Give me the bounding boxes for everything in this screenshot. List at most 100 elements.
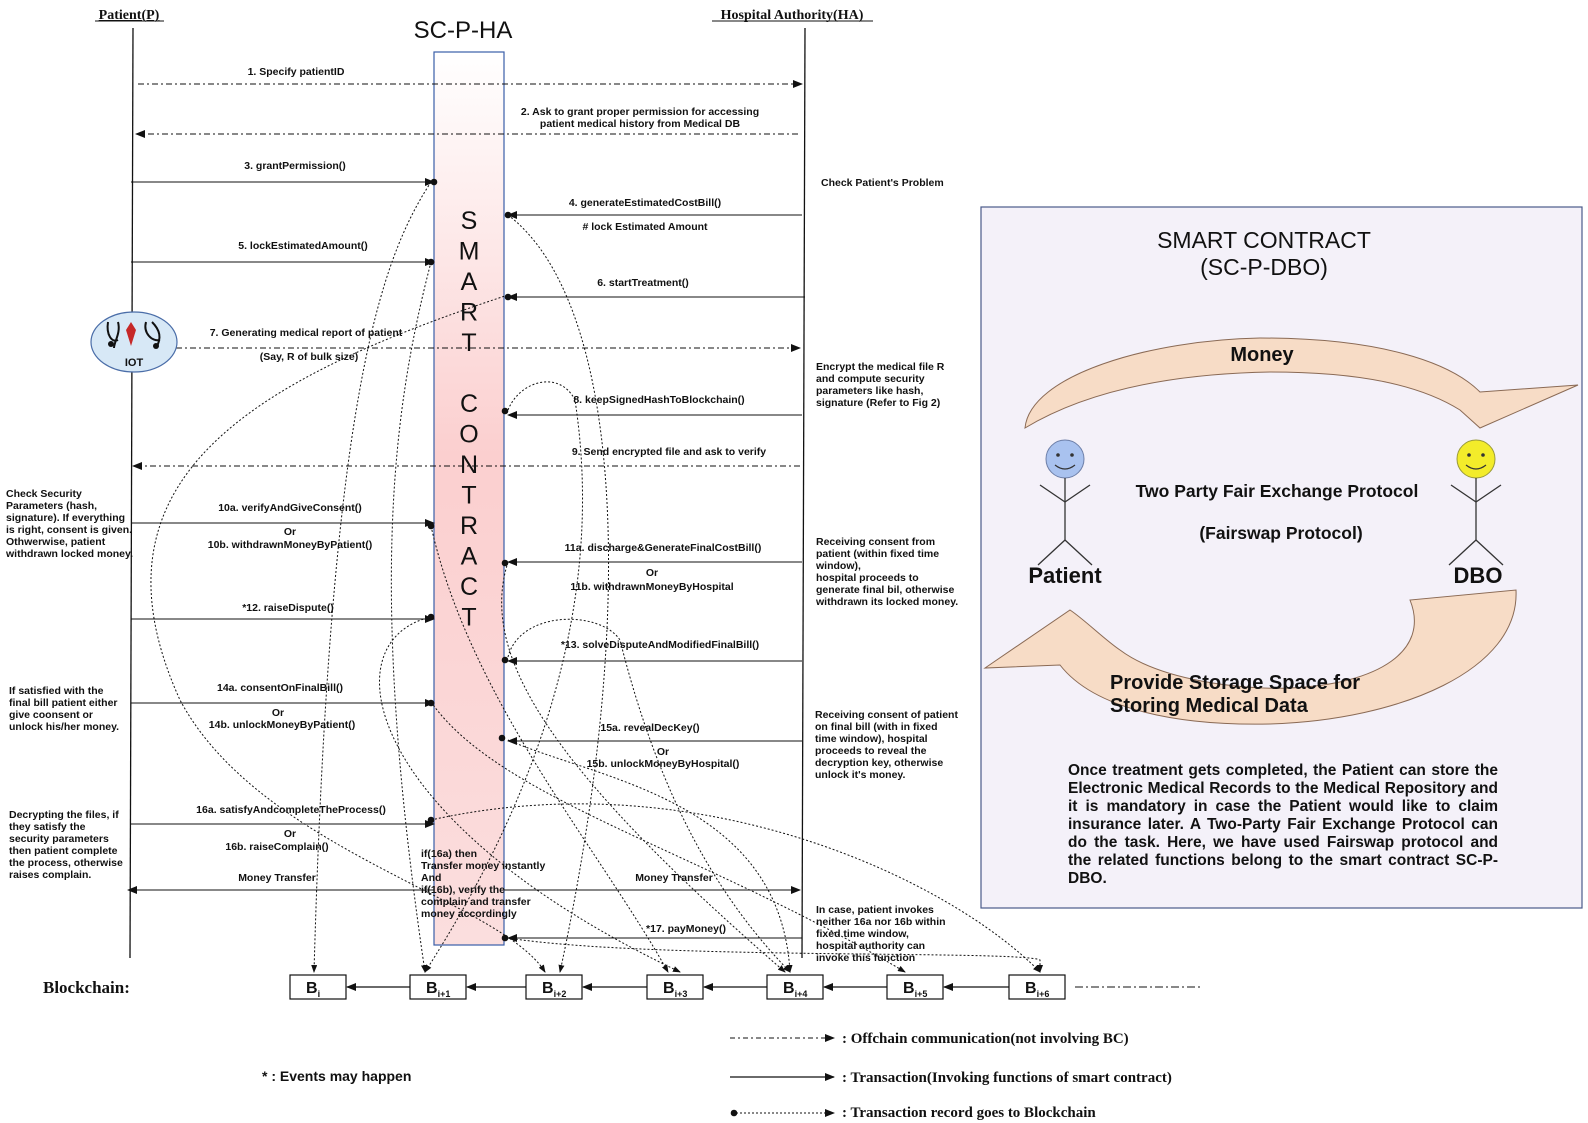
money-label: Money [1230,344,1294,366]
check-problem-note: Check Patient's Problem [821,177,944,189]
note-line: hospital authority can [816,940,925,952]
patient-lifeline [129,27,134,959]
hospital-header: Hospital Authority(HA) [721,8,864,23]
block-label: Bi+4 [783,980,807,999]
sc-p-dbo-panel-box [980,206,1583,909]
contract-dots [427,178,512,942]
blockchain-block: Bi+3 [646,974,704,1000]
msg4-label: 4. generateEstimatedCostBill() [569,197,721,209]
contract-letter: A [461,268,478,296]
contract-letter: T [461,482,476,510]
contract-letter: O [459,421,478,449]
msg10a-label: 10a. verifyAndGiveConsent() [218,502,362,514]
note-line: proceeds to reveal the [815,745,927,757]
msg12-label: *12. raiseDispute() [242,602,334,614]
msg7-note: (Say, R of bulk size) [260,351,358,363]
msg11a-label: 11a. discharge&GenerateFinalCostBill() [565,542,762,554]
note-line: Receiving consent from [816,536,935,548]
contract-letter: A [461,543,478,571]
blockchain-block: Bi [289,974,347,1000]
note-line: patient (within fixed time [816,548,939,560]
note-line: the process, otherwise [9,857,123,869]
blockchain-block: Bi+2 [525,974,583,1000]
dbo-description-paragraph: Once treatment gets completed, the Patie… [1068,762,1498,887]
note-line: Parameters (hash, [6,500,97,512]
msg14-or: Or [272,707,284,719]
block-label: Bi+3 [663,980,687,999]
money-transfer-left-label: Money Transfer [238,872,316,884]
sc-p-dbo-panel: SMART CONTRACT (SC-P-DBO) Money Provide … [980,206,1583,909]
iot-device-icon: IOT [90,311,178,373]
contract-letter: M [459,238,480,266]
note-line: withdrawn its locked money. [815,596,958,608]
note-line: fixed time window, [816,928,909,940]
dbo-title-line1: SMART CONTRACT [1157,227,1371,253]
msg6-label: 6. startTreatment() [597,277,689,289]
note-line: hospital proceeds to [816,572,919,584]
note-line: If satisfied with the [9,685,104,697]
legend: : Offchain communication(not involving B… [262,1031,1172,1121]
block-label: Bi+1 [426,980,450,999]
contract-letter: T [461,604,476,632]
note-line: they satisfy the [9,821,86,833]
protocol-label-line1: Two Party Fair Exchange Protocol [1136,481,1419,501]
msg11-or: Or [646,567,658,579]
patient-stick-figure [1037,439,1093,566]
msg4-note: # lock Estimated Amount [582,221,708,233]
blockchain-blocks: Bi Bi+1 Bi+2 Bi+3 Bi+4 Bi+5 Bi+6 [289,974,1066,1000]
contract-letter: T [461,329,476,357]
msg10b-label: 10b. withdrawnMoneyByPatient() [208,539,373,551]
dbo-stick-figure [1448,439,1504,566]
contract-letter: R [460,299,478,327]
msg8-label: 8. keepSignedHashToBlockchain() [573,394,744,406]
blockchain-block: Bi+6 [1008,974,1066,1000]
msg15b-label: 15b. unlockMoneyByHospital() [587,758,740,770]
msg16b-label: 16b. raiseComplain() [225,841,328,853]
block-label: Bi+2 [542,980,566,999]
msg2-label-line2: patient medical history from Medical DB [540,118,741,130]
legend-transaction-text: : Transaction(Invoking functions of smar… [842,1070,1172,1086]
blockchain-block: Bi+4 [766,974,824,1000]
note-line: Encrypt the medical file R [816,361,945,373]
note-line: neither 16a nor 16b within [816,916,946,928]
contract-letter: N [460,451,478,479]
note-line: And [421,872,441,884]
msg2-label-line1: 2. Ask to grant proper permission for ac… [521,106,759,118]
note-line: raises complain. [9,869,91,881]
msg13-label: *13. solveDisputeAndModifiedFinalBill() [561,639,759,651]
contract-letter: C [460,573,478,601]
msg16a-label: 16a. satisfyAndcompleteTheProcess() [196,804,386,816]
note-line: then patient complete [9,845,118,857]
patient-figure-label: Patient [1028,563,1102,588]
blockchain-label: Blockchain: [43,978,130,997]
note-line: final bill patient either [9,697,118,709]
msg15-or: Or [657,746,669,758]
legend-record-dot [730,1109,738,1117]
dbo-title-line2: (SC-P-DBO) [1200,254,1328,280]
note-line: In case, patient invokes [816,904,934,916]
note-line: money accordingly [421,908,517,920]
dbo-figure-label: DBO [1454,563,1503,588]
msg7-label: 7. Generating medical report of patient [210,327,403,339]
msg17-label: *17. payMoney() [646,923,726,935]
note-line: on final bill (with in fixed [815,721,938,733]
msg14a-label: 14a. consentOnFinalBill() [217,682,343,694]
blockchain-block: Bi+1 [409,974,467,1000]
patient-header: Patient(P) [99,8,160,23]
msg3-label: 3. grantPermission() [244,160,346,172]
note-line: parameters like hash, [816,385,923,397]
protocol-label-line2: (Fairswap Protocol) [1199,523,1362,543]
block-label: Bi+5 [903,980,927,999]
note-line: Decrypting the files, if [9,809,119,821]
msg10-or: Or [284,526,296,538]
note-line: is right, consent is given. [6,524,132,536]
note-line: signature). If everything [6,512,125,524]
blockchain-record-curves [150,181,1043,973]
note-line: signature (Refer to Fig 2) [816,397,940,409]
note-line: complain and transfer [421,896,531,908]
contract-letter: S [461,207,478,235]
